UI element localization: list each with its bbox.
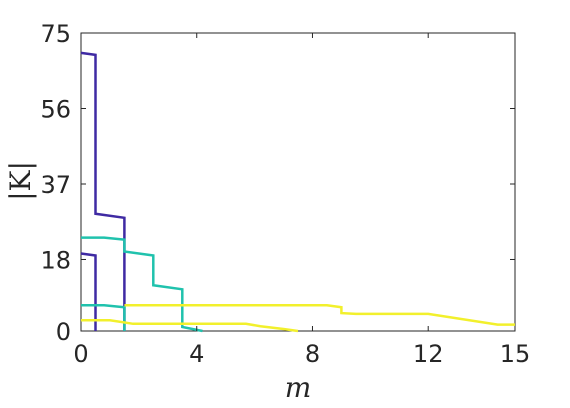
y-tick-label-2: 37 <box>40 171 71 199</box>
plot-area <box>80 32 516 332</box>
series-line-5 <box>124 303 515 326</box>
series-line-3 <box>81 236 203 333</box>
series-layer <box>80 51 515 333</box>
x-tick-label-1: 4 <box>189 340 204 368</box>
series-line-4 <box>81 303 126 331</box>
ticks-layer: 0 4 8 12 15 0 18 37 56 75 <box>40 20 530 368</box>
x-tick-label-4: 15 <box>500 340 531 368</box>
y-tick-label-4: 75 <box>40 20 71 48</box>
series-line-1 <box>80 51 126 331</box>
x-tick-label-0: 0 <box>73 340 88 368</box>
x-axis-label: m <box>285 371 312 404</box>
x-tick-label-2: 8 <box>305 340 320 368</box>
y-tick-label-0: 0 <box>56 318 71 346</box>
plot-frame <box>80 32 516 332</box>
series-line-6 <box>81 319 299 333</box>
y-tick-label-1: 18 <box>40 246 71 274</box>
y-tick-label-3: 56 <box>40 95 71 123</box>
x-tick-label-3: 12 <box>413 340 444 368</box>
y-axis-label: |K| <box>4 161 37 201</box>
